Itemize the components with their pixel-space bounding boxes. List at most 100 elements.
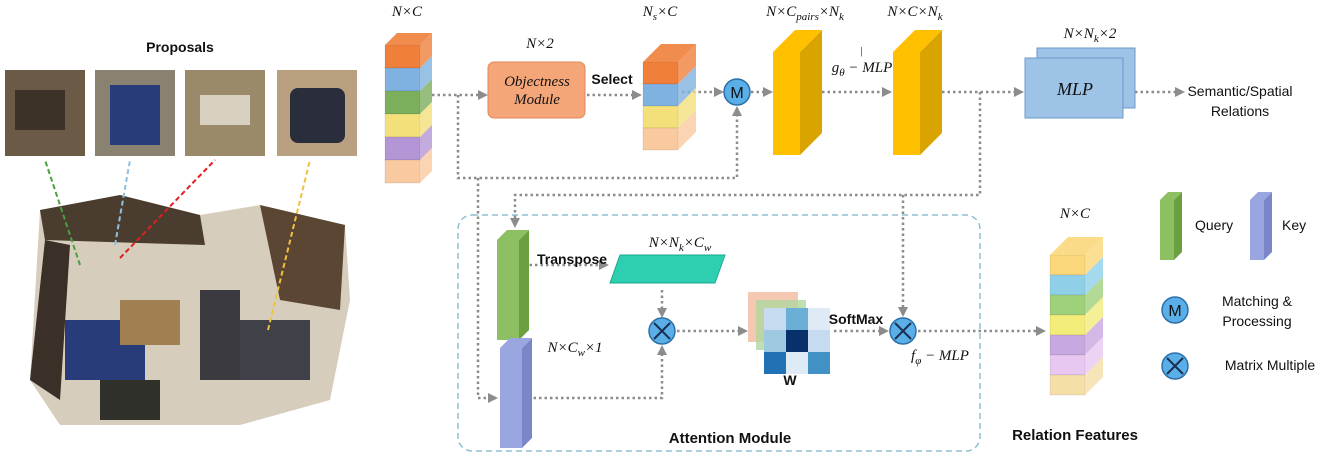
dim-key-part: ×1 [585, 340, 603, 356]
w-matrix [748, 292, 830, 374]
mlp-box [1024, 57, 1124, 119]
input-block-side [420, 56, 432, 91]
g-tick: | [860, 45, 863, 57]
objectness-text: Module [513, 92, 560, 108]
f-mlp: fφ − MLP [911, 348, 969, 367]
features-block-side [920, 30, 942, 155]
legend-key: Key [1282, 217, 1306, 233]
features-block [893, 52, 920, 155]
pairs-block-top [773, 30, 822, 52]
query-block-top [497, 230, 529, 240]
dim-transposed-part: k [679, 242, 685, 254]
legend-query-block-top [1160, 192, 1182, 200]
selected-block [642, 105, 679, 129]
relation-block [1049, 374, 1086, 396]
softmax-label: SoftMax [829, 311, 884, 327]
input-block-side [420, 148, 432, 183]
f-mlp-part: f [911, 348, 917, 364]
relation-block [1049, 294, 1086, 316]
dim-features-part: k [938, 11, 944, 23]
dim-pairs-part: pairs [795, 11, 819, 23]
g-mlp: gθ − MLP [832, 60, 893, 79]
w-cell [786, 352, 808, 374]
dim-mlp-out-part: N×N [1063, 26, 1095, 42]
relation-block-side [1085, 317, 1103, 355]
selected-block-top [643, 44, 696, 62]
relation-block-top [1050, 237, 1103, 255]
query-block-side [519, 230, 529, 340]
output-text: Semantic/Spatial [1187, 83, 1292, 99]
transpose-label: Transpose [537, 251, 607, 267]
relation-block [1049, 254, 1086, 276]
objectness-text: Objectness [504, 74, 570, 90]
selected-block-side [678, 44, 696, 84]
arrows [432, 87, 1185, 403]
w-cell [764, 308, 786, 330]
dim-pairs-part: N×C [765, 4, 797, 20]
dim-features-part: N×C×N [886, 4, 938, 20]
w-cell [808, 330, 830, 352]
g-mlp-part: g [832, 60, 840, 76]
key-block-side [522, 338, 532, 448]
circles [648, 78, 1189, 380]
w-cell [786, 308, 808, 330]
key-block [500, 348, 522, 448]
input-block [384, 44, 421, 69]
dim-transposed: N×Nk×Cw [648, 235, 712, 254]
selected-block [642, 127, 679, 151]
input-block [384, 159, 421, 184]
input-block-side [420, 33, 432, 68]
input-block [384, 90, 421, 115]
g-mlp-part: − MLP [845, 60, 893, 76]
legend-query-block [1160, 200, 1174, 260]
dim-input-part: N×C [391, 4, 423, 20]
dim-mlp-out-part: ×2 [1099, 26, 1117, 42]
input-block [384, 113, 421, 138]
dim-mlp-out: N×Nk×2 [1063, 26, 1117, 45]
input-block-top [385, 33, 432, 45]
dim-input: N×C [391, 4, 423, 20]
w-cell [808, 308, 830, 330]
selected-block-side [678, 66, 696, 106]
w-cell [764, 352, 786, 374]
relation-block-side [1085, 337, 1103, 375]
legend-key-block-side [1264, 192, 1272, 260]
dim-mlp-out-part: k [1094, 33, 1100, 45]
relation-features-title: Relation Features [1012, 427, 1138, 444]
attention-box [457, 214, 981, 452]
legend-match-symbol: M [1168, 303, 1181, 320]
dim-transposed-part: w [704, 242, 712, 254]
relation-block-side [1085, 297, 1103, 335]
selected-block-side [678, 88, 696, 128]
legend-key-block-top [1250, 192, 1272, 200]
dim-pairs-part: k [839, 11, 845, 23]
dim-objectness-part: N×2 [525, 36, 554, 52]
input-block [384, 136, 421, 161]
dim-key-part: N×C [546, 340, 578, 356]
input-block-side [420, 102, 432, 137]
proposal-arrow [119, 159, 216, 259]
input-block-side [420, 79, 432, 114]
relation-block [1049, 274, 1086, 296]
legend-matching: Matching & [1222, 293, 1293, 309]
proposal-arrow [114, 159, 131, 246]
g-mlp-part: θ [839, 67, 845, 79]
relation-block-side [1085, 357, 1103, 395]
blocks [384, 30, 1272, 448]
relation-block [1049, 334, 1086, 356]
features-block-top [893, 30, 942, 52]
dim-pairs: N×Cpairs×Nk [765, 4, 845, 23]
dim-key-part: w [578, 347, 586, 359]
dim-transposed-part: ×C [684, 235, 705, 251]
select-label: Select [591, 71, 633, 87]
relation-block-side [1085, 277, 1103, 315]
key-block-top [500, 338, 532, 348]
selected-block-side [678, 110, 696, 150]
pairs-block-side [800, 30, 822, 155]
dim-relation: N×C [1059, 206, 1091, 222]
relation-block-side [1085, 237, 1103, 275]
relation-block-side [1085, 257, 1103, 295]
dim-pairs-part: ×N [819, 4, 840, 20]
query-block [497, 240, 519, 340]
